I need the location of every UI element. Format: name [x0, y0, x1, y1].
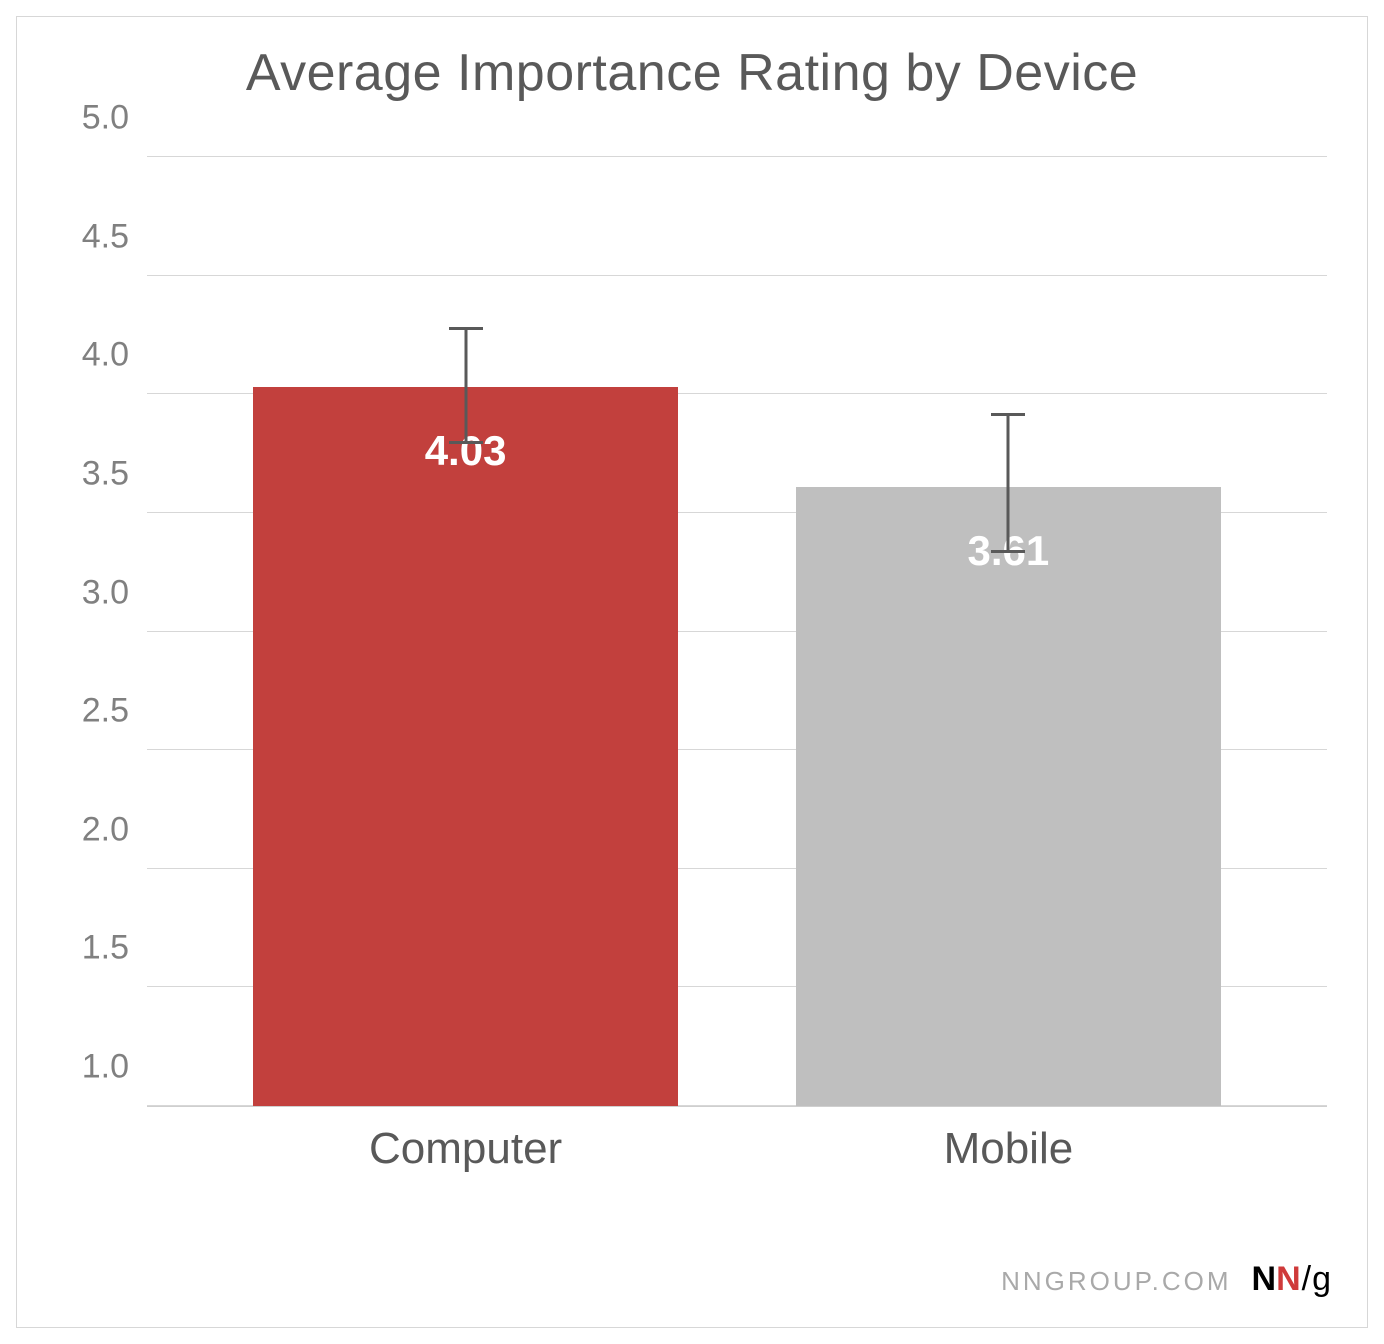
logo-slash: /	[1302, 1260, 1311, 1298]
plot-area: 1.01.52.02.53.03.54.04.55.04.03Computer3…	[147, 157, 1327, 1107]
error-cap-bottom	[449, 441, 483, 444]
error-cap-top	[991, 413, 1025, 416]
error-cap-bottom	[991, 550, 1025, 553]
ytick-label: 3.0	[82, 573, 129, 612]
ytick-label: 1.0	[82, 1048, 129, 1087]
chart-title: Average Importance Rating by Device	[17, 43, 1367, 103]
bar: 3.61	[796, 487, 1221, 1106]
error-cap-top	[449, 327, 483, 330]
gridline	[147, 156, 1327, 157]
xtick-label: Mobile	[944, 1124, 1074, 1174]
footer-url: NNGROUP.COM	[1001, 1266, 1231, 1297]
chart-card: Average Importance Rating by Device 1.01…	[16, 16, 1368, 1328]
logo-n1: N	[1252, 1260, 1277, 1298]
ytick-label: 2.5	[82, 692, 129, 731]
bar: 4.03	[253, 387, 678, 1106]
ytick-label: 1.5	[82, 929, 129, 968]
footer-logo: NN/g	[1252, 1260, 1332, 1299]
ytick-label: 5.0	[82, 99, 129, 138]
chart-container: Average Importance Rating by Device 1.01…	[0, 0, 1384, 1344]
logo-n2: N	[1276, 1260, 1301, 1298]
chart-footer: NNGROUP.COM NN/g	[1001, 1260, 1331, 1299]
error-bar	[464, 330, 467, 444]
gridline	[147, 275, 1327, 276]
logo-g: g	[1312, 1260, 1331, 1298]
ytick-label: 2.0	[82, 810, 129, 849]
ytick-label: 4.5	[82, 217, 129, 256]
error-bar	[1007, 416, 1010, 554]
xtick-label: Computer	[369, 1124, 562, 1174]
ytick-label: 4.0	[82, 336, 129, 375]
ytick-label: 3.5	[82, 454, 129, 493]
